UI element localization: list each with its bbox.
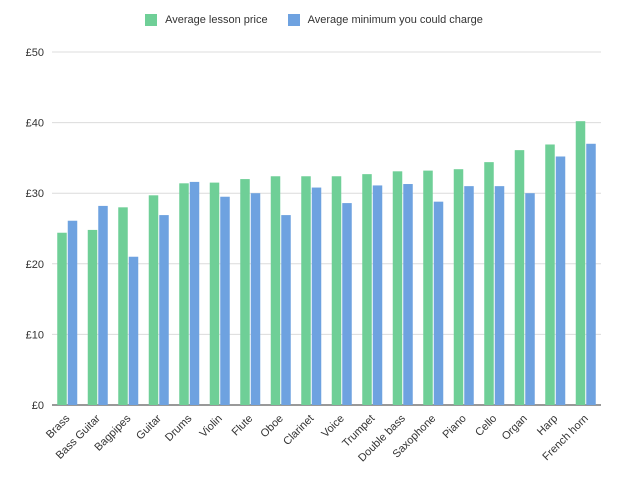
bar-minimum-charge: [220, 196, 230, 405]
legend-item-minimum-charge: Average minimum you could charge: [287, 14, 483, 26]
legend-item-lesson-price: Average lesson price: [145, 14, 268, 26]
x-tick-label: Violin: [197, 413, 224, 440]
x-tick-label: Voice: [319, 413, 347, 441]
gridlines: [52, 51, 601, 406]
bar-minimum-charge: [403, 184, 413, 405]
bar-lesson-price: [514, 150, 525, 405]
bars: [57, 121, 596, 406]
bar-lesson-price: [362, 174, 372, 405]
bar-lesson-price: [331, 176, 342, 405]
x-tick-label: Cello: [473, 413, 499, 439]
bar-minimum-charge: [555, 156, 566, 405]
bar-lesson-price: [87, 229, 98, 405]
y-tick-label: £0: [32, 400, 44, 412]
bar-minimum-charge: [250, 193, 261, 405]
y-tick-label: £50: [26, 47, 44, 59]
bar-minimum-charge: [128, 256, 139, 405]
bar-lesson-price: [179, 183, 189, 405]
bar-minimum-charge: [189, 181, 200, 405]
legend: Average lesson price Average minimum you…: [0, 14, 628, 26]
bar-lesson-price: [301, 176, 311, 405]
x-tick-label: Flute: [230, 413, 256, 439]
x-tick-label: Brass: [44, 412, 73, 441]
legend-swatch-minimum-charge: [287, 14, 300, 26]
bar-lesson-price: [118, 207, 128, 405]
bar-minimum-charge: [98, 205, 108, 405]
bar-lesson-price: [423, 170, 433, 405]
y-tick-label: £10: [26, 329, 44, 341]
y-axis-ticks: £0 £10 £20 £30 £40 £50: [26, 47, 44, 412]
bar-lesson-price: [209, 182, 220, 405]
bar-minimum-charge: [281, 215, 291, 405]
bar-minimum-charge: [67, 220, 78, 405]
bar-lesson-price: [240, 179, 250, 405]
bar-minimum-charge: [433, 201, 444, 405]
bar-lesson-price: [545, 144, 555, 405]
bar-minimum-charge: [311, 187, 322, 405]
x-tick-label: Drums: [163, 412, 195, 444]
y-tick-label: £40: [26, 118, 44, 130]
bar-minimum-charge: [372, 185, 383, 405]
bar-minimum-charge: [494, 186, 505, 405]
x-tick-label: Organ: [500, 413, 530, 443]
bar-lesson-price: [57, 232, 67, 405]
x-tick-label: Piano: [440, 413, 468, 441]
bar-lesson-price: [148, 195, 159, 405]
x-tick-label: Harp: [535, 413, 560, 438]
bar-minimum-charge: [525, 193, 535, 405]
x-tick-label: Guitar: [134, 412, 164, 442]
x-tick-label: Oboe: [258, 413, 286, 441]
y-tick-label: £20: [26, 259, 44, 271]
bar-lesson-price: [453, 169, 464, 405]
bar-minimum-charge: [464, 186, 474, 405]
bar-lesson-price: [392, 171, 403, 405]
bar-minimum-charge: [586, 143, 596, 405]
y-tick-label: £30: [26, 188, 44, 200]
bar-lesson-price: [484, 162, 494, 405]
legend-swatch-lesson-price: [145, 14, 158, 26]
x-tick-label: Clarinet: [281, 413, 316, 448]
bar-lesson-price: [270, 176, 281, 405]
bar-minimum-charge: [159, 215, 169, 405]
bar-minimum-charge: [342, 203, 352, 405]
legend-label-lesson-price: Average lesson price: [165, 14, 268, 26]
bar-lesson-price: [575, 121, 586, 406]
legend-label-minimum-charge: Average minimum you could charge: [307, 14, 483, 26]
